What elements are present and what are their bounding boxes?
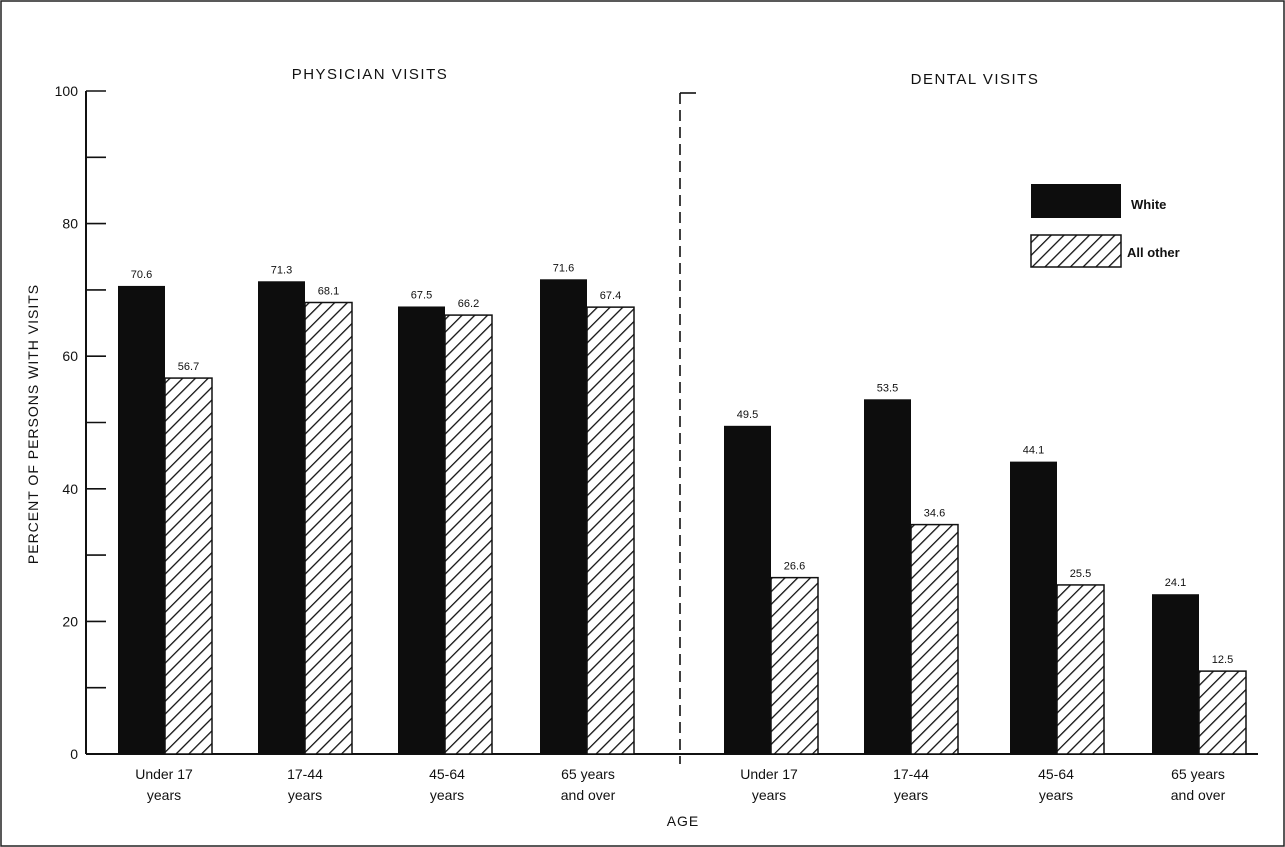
- bar-value-label: 56.7: [178, 361, 199, 373]
- x-category-label: 17-44: [893, 766, 929, 782]
- bar-value-label: 70.6: [131, 269, 152, 281]
- bar-value-label: 66.2: [458, 298, 479, 310]
- bar-physician-white: [118, 285, 165, 754]
- x-category-label: 65 years: [1171, 766, 1225, 782]
- x-category-label: years: [147, 787, 181, 803]
- x-category-label: 65 years: [561, 766, 615, 782]
- panel-divider: [679, 92, 696, 764]
- category-labels: Under 17 years 17-44 years 45-64 years 65 year…: [135, 766, 1225, 803]
- bar-dental-all-other: [1056, 584, 1105, 755]
- x-category-label: Under 17: [740, 766, 798, 782]
- bar-dental-white: [1010, 461, 1057, 754]
- bar-value-label: 71.6: [553, 262, 574, 274]
- value-labels: 70.6 71.3 67.5 71.6 56.7 68.1 66.2 67.4 49.5 53.5…: [131, 262, 1233, 666]
- bar-value-label: 49.5: [737, 409, 758, 421]
- bar-physician-all-other: [304, 301, 353, 755]
- bar-value-label: 25.5: [1070, 568, 1091, 580]
- bar-value-label: 34.6: [924, 508, 945, 520]
- x-category-label: Under 17: [135, 766, 193, 782]
- bar-dental-all-other: [1198, 670, 1247, 755]
- bars: [118, 279, 1247, 755]
- panel-title-dental: DENTAL VISITS: [911, 71, 1040, 88]
- bar-dental-white: [724, 425, 771, 754]
- y-tick-label: 20: [62, 613, 78, 629]
- x-category-label: years: [288, 787, 322, 803]
- x-category-label: and over: [561, 787, 616, 803]
- legend-swatch-white: [1031, 184, 1121, 218]
- legend-label-white: White: [1131, 197, 1166, 212]
- bar-value-label: 53.5: [877, 382, 898, 394]
- bar-dental-all-other: [770, 576, 819, 755]
- legend: White All other: [1030, 184, 1180, 268]
- x-category-label: years: [894, 787, 928, 803]
- x-axis-label: AGE: [667, 813, 700, 829]
- y-tick-label: 60: [62, 348, 78, 364]
- y-tick-label: 0: [70, 746, 78, 762]
- y-axis-label: PERCENT OF PERSONS WITH VISITS: [25, 284, 41, 564]
- bar-dental-white: [1152, 594, 1199, 754]
- bar-value-label: 71.3: [271, 264, 292, 276]
- bar-physician-white: [258, 281, 305, 754]
- bar-value-label: 67.5: [411, 289, 432, 301]
- bar-physician-all-other: [444, 314, 493, 755]
- bar-physician-all-other: [586, 306, 635, 755]
- bar-value-label: 12.5: [1212, 654, 1233, 666]
- y-tick-label: 100: [55, 83, 79, 99]
- bar-value-label: 44.1: [1023, 445, 1044, 457]
- bar-physician-white: [398, 306, 445, 754]
- legend-swatch-all-other: [1030, 234, 1122, 268]
- x-category-label: years: [1039, 787, 1073, 803]
- x-category-label: years: [752, 787, 786, 803]
- y-tick-label: 80: [62, 216, 78, 232]
- panel-title-physician: PHYSICIAN VISITS: [292, 66, 449, 83]
- y-tick-label: 40: [62, 481, 78, 497]
- bar-dental-all-other: [910, 523, 959, 755]
- bar-physician-white: [540, 279, 587, 754]
- x-category-label: 17-44: [287, 766, 323, 782]
- bar-value-label: 68.1: [318, 285, 339, 297]
- bar-value-label: 24.1: [1165, 577, 1186, 589]
- x-category-label: years: [430, 787, 464, 803]
- bar-dental-white: [864, 399, 911, 754]
- legend-label-all-other: All other: [1127, 245, 1180, 260]
- bar-value-label: 67.4: [600, 290, 621, 302]
- bar-physician-all-other: [164, 377, 213, 755]
- x-category-label: and over: [1171, 787, 1226, 803]
- bar-value-label: 26.6: [784, 561, 805, 573]
- x-category-label: 45-64: [1038, 766, 1074, 782]
- x-category-label: 45-64: [429, 766, 465, 782]
